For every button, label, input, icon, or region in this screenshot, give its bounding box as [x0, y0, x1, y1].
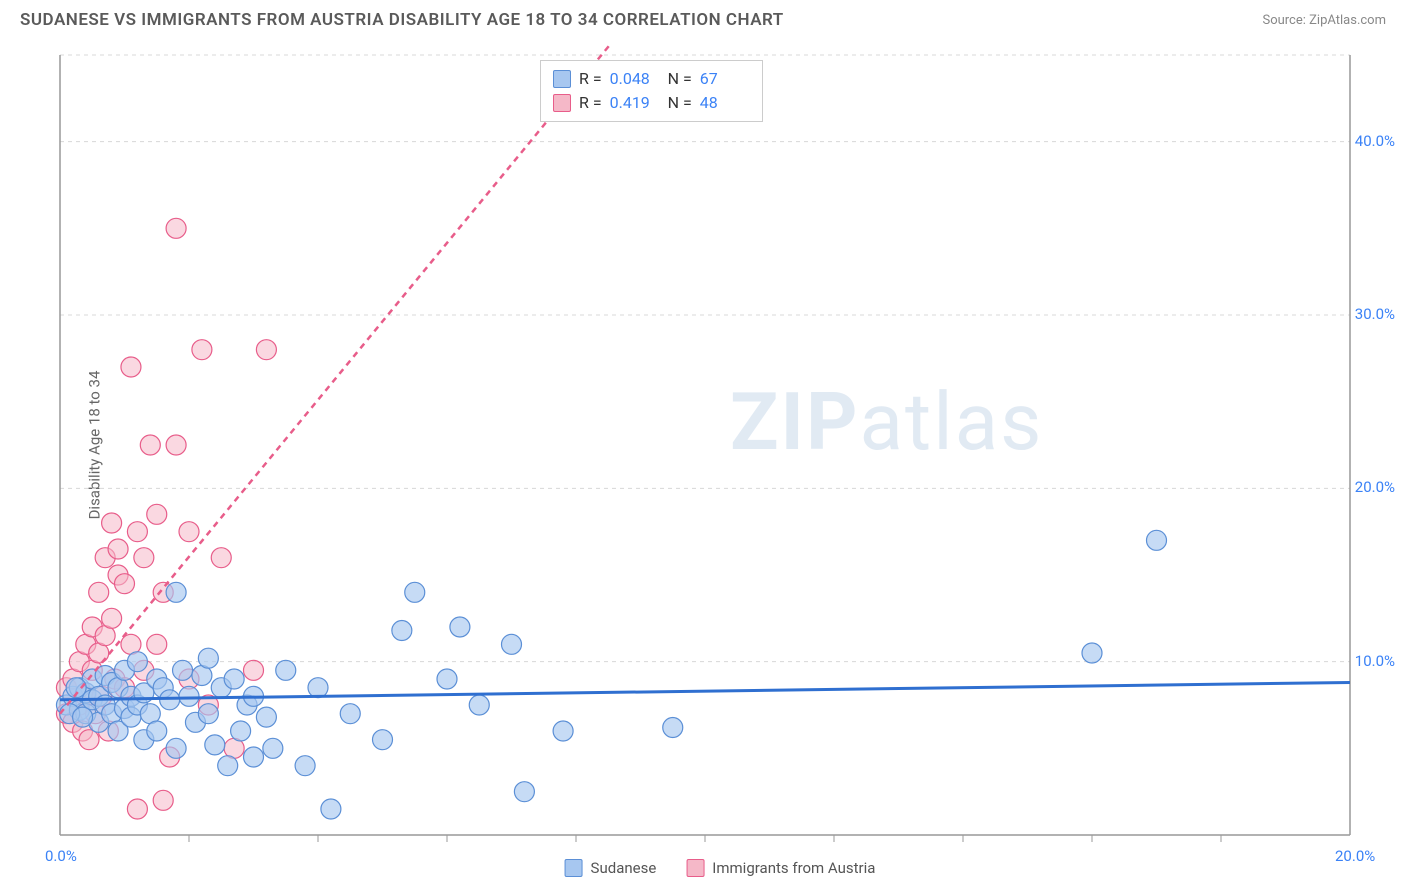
swatch-icon: [553, 70, 571, 88]
y-tick-label: 10.0%: [1355, 652, 1395, 670]
r-value: 0.048: [610, 67, 660, 91]
y-tick-label: 30.0%: [1355, 305, 1395, 323]
legend-item-sudanese: Sudanese: [565, 859, 657, 877]
n-label: N =: [668, 67, 692, 91]
legend: Sudanese Immigrants from Austria: [565, 859, 876, 877]
y-tick-label: 20.0%: [1355, 478, 1395, 496]
stats-row: R = 0.419 N = 48: [553, 91, 750, 115]
chart-title: SUDANESE VS IMMIGRANTS FROM AUSTRIA DISA…: [20, 10, 784, 30]
stats-row: R = 0.048 N = 67: [553, 67, 750, 91]
legend-label: Sudanese: [591, 859, 657, 877]
chart-container: Disability Age 18 to 34 ZIPatlas R = 0.0…: [50, 45, 1390, 845]
swatch-icon: [553, 94, 571, 112]
legend-item-austria: Immigrants from Austria: [686, 859, 875, 877]
swatch-icon: [565, 859, 583, 877]
source-credit: Source: ZipAtlas.com: [1262, 13, 1386, 28]
r-value: 0.419: [610, 91, 660, 115]
n-value: 48: [700, 91, 750, 115]
legend-label: Immigrants from Austria: [712, 859, 875, 877]
r-label: R =: [579, 91, 602, 115]
n-label: N =: [668, 91, 692, 115]
stats-box: R = 0.048 N = 67 R = 0.419 N = 48: [540, 60, 763, 122]
x-tick-label: 20.0%: [1335, 847, 1375, 865]
y-tick-label: 40.0%: [1355, 132, 1395, 150]
n-value: 67: [700, 67, 750, 91]
swatch-icon: [686, 859, 704, 877]
scatter-plot: [50, 45, 1390, 845]
r-label: R =: [579, 67, 602, 91]
x-tick-label: 0.0%: [45, 847, 77, 865]
